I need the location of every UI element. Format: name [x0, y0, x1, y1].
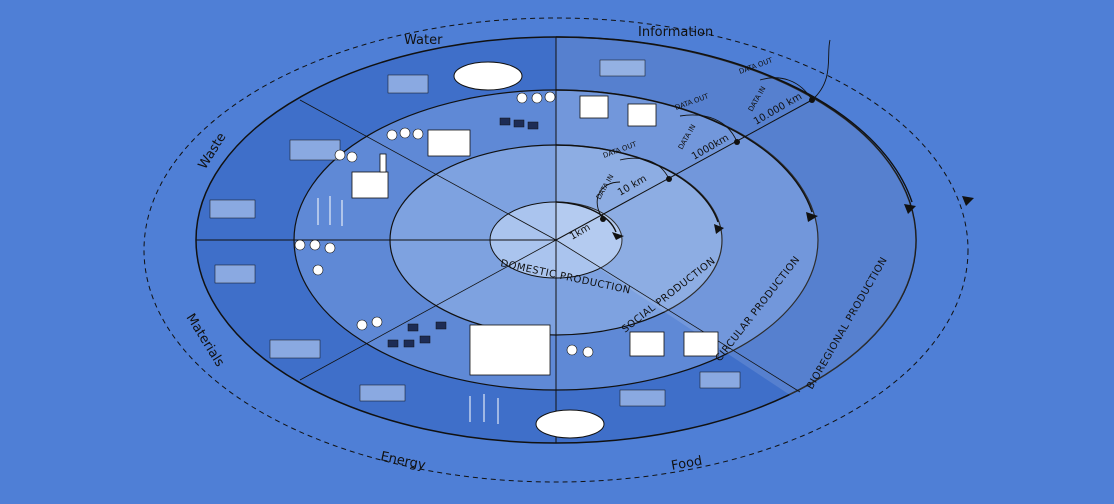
land-parcels	[209, 59, 741, 407]
solar-panels	[387, 117, 539, 348]
buildings	[351, 95, 719, 376]
pond-bottom	[535, 409, 605, 439]
data-loops	[596, 39, 831, 220]
category-food: Food	[670, 454, 703, 474]
divider-lower-right	[555, 239, 801, 393]
trees	[294, 91, 594, 358]
category-materials: Materials	[183, 311, 227, 370]
divider-lower-left	[299, 239, 557, 381]
pond-top	[453, 61, 523, 91]
distance-ray	[555, 99, 813, 241]
category-water: Water	[404, 33, 443, 48]
category-energy: Energy	[379, 449, 427, 473]
wind-turbines	[317, 196, 499, 424]
flow-arrowheads	[612, 196, 974, 240]
flow-arrows	[555, 36, 913, 233]
divider-upper-left	[299, 99, 557, 241]
production-quadrant	[556, 37, 917, 395]
outer-dashed-orbit	[143, 17, 969, 483]
category-information: Information	[638, 25, 713, 40]
